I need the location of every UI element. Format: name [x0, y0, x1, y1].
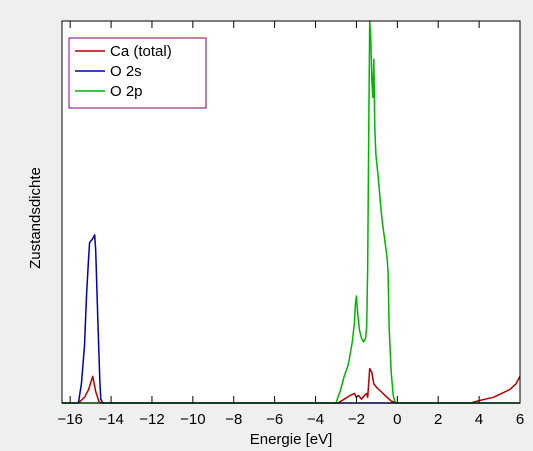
- x-tick-label: −16: [57, 411, 82, 428]
- x-tick-label: −2: [348, 411, 365, 428]
- x-tick-label: 6: [516, 411, 524, 428]
- x-tick-label: −8: [225, 411, 242, 428]
- plot-frame: [61, 20, 521, 404]
- series-line-1: [62, 234, 520, 404]
- x-tick-label: −12: [139, 411, 164, 428]
- x-tick-label: −10: [180, 411, 205, 428]
- legend-label-0: Ca (total): [110, 43, 172, 60]
- legend-label-1: O 2s: [110, 63, 142, 80]
- x-tick-label: 2: [434, 411, 442, 428]
- x-tick-label: 0: [393, 411, 401, 428]
- legend-label-2: O 2p: [110, 83, 143, 100]
- x-tick-label: −14: [98, 411, 123, 428]
- x-tick-label: −6: [266, 411, 283, 428]
- y-axis-label: Zustandsdichte: [27, 167, 44, 269]
- x-tick-label: 4: [475, 411, 483, 428]
- series-line-0: [62, 367, 521, 404]
- tick-layer: −16 −14 −12 −10 −8 −6 −4 −2 0 2 4 6: [57, 21, 524, 428]
- legend: Ca (total) O 2s O 2p: [68, 37, 207, 109]
- legend-box: [68, 37, 207, 109]
- x-tick-label: −4: [307, 411, 324, 428]
- x-axis-label: Energie [eV]: [250, 431, 333, 448]
